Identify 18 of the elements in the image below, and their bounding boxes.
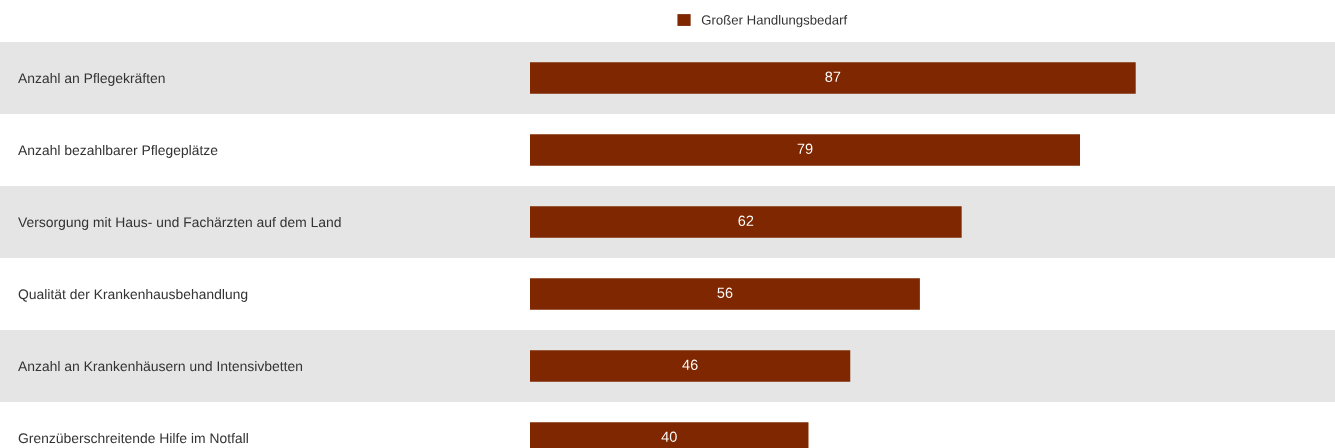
- data-label: 46: [682, 359, 698, 370]
- bar: [530, 134, 1081, 166]
- data-label: 56: [717, 287, 733, 298]
- bar: [530, 206, 962, 238]
- data-label: 62: [738, 215, 754, 226]
- y-tick-label: Anzahl bezahlbarer Pflegeplätze: [18, 144, 218, 158]
- y-tick-label: Qualität der Krankenhausbehandlung: [18, 288, 248, 302]
- bar: [530, 62, 1136, 94]
- data-label: 79: [797, 143, 813, 154]
- data-label: 40: [661, 431, 677, 442]
- y-tick-label: Anzahl an Krankenhäusern und Intensivbetten: [18, 360, 303, 372]
- legend-label: Großer Handlungsbedarf: [701, 14, 848, 28]
- y-tick-label: Anzahl an Pflegekräften: [18, 72, 165, 86]
- y-tick-label: Versorgung mit Haus- und Fachärzten auf dem Land: [18, 216, 341, 230]
- bar: [530, 278, 920, 310]
- y-tick-label: Grenzüberschreitende Hilfe im Notfall: [18, 432, 248, 444]
- bar: [530, 350, 851, 382]
- data-label: 87: [825, 71, 841, 82]
